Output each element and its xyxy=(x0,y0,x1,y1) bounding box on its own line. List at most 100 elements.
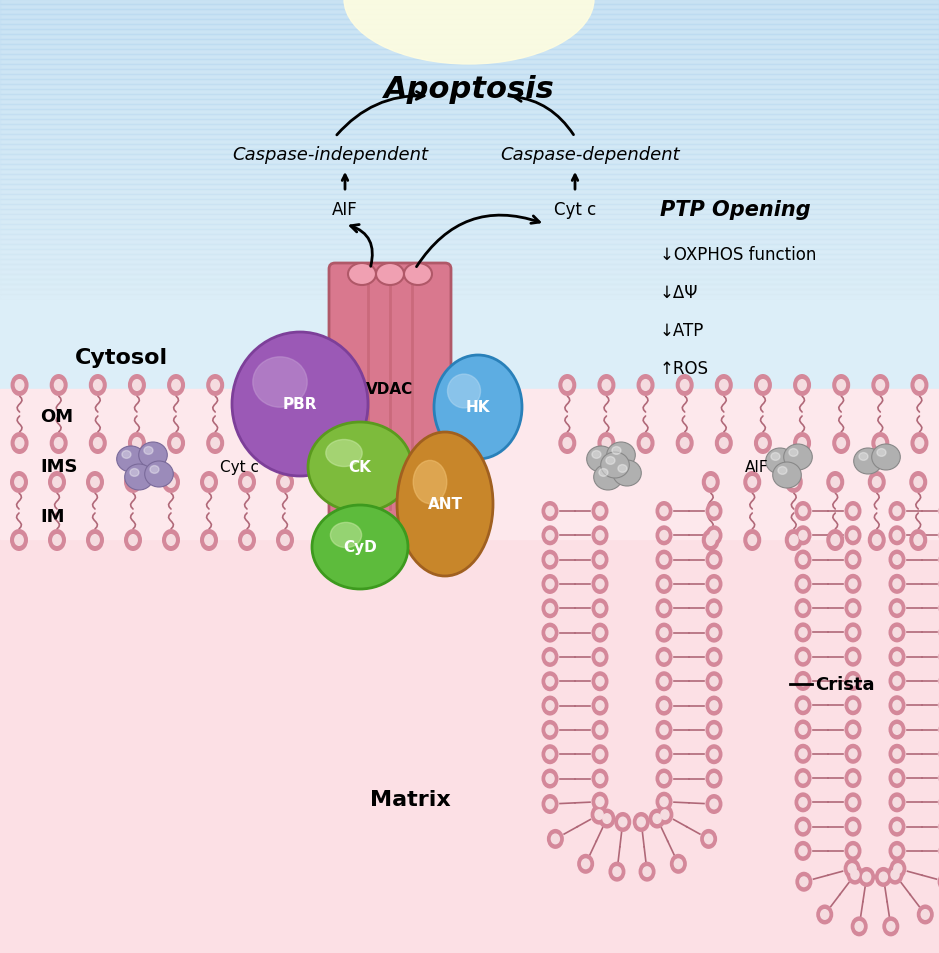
Ellipse shape xyxy=(245,375,263,396)
Ellipse shape xyxy=(747,535,757,546)
Ellipse shape xyxy=(794,575,811,595)
Ellipse shape xyxy=(888,647,905,667)
Ellipse shape xyxy=(54,379,64,392)
Ellipse shape xyxy=(597,433,615,455)
Ellipse shape xyxy=(848,627,857,639)
Ellipse shape xyxy=(14,535,24,546)
Ellipse shape xyxy=(844,793,861,813)
Ellipse shape xyxy=(116,447,146,473)
Ellipse shape xyxy=(715,433,732,455)
Ellipse shape xyxy=(877,449,886,456)
Ellipse shape xyxy=(613,460,641,486)
Ellipse shape xyxy=(166,476,176,489)
Ellipse shape xyxy=(660,809,670,821)
Ellipse shape xyxy=(909,530,927,552)
Ellipse shape xyxy=(744,472,762,494)
Ellipse shape xyxy=(542,575,559,595)
Ellipse shape xyxy=(250,379,259,392)
Ellipse shape xyxy=(875,437,885,450)
Ellipse shape xyxy=(601,453,629,478)
Ellipse shape xyxy=(798,627,808,639)
Ellipse shape xyxy=(659,724,669,736)
FancyBboxPatch shape xyxy=(0,250,939,255)
Ellipse shape xyxy=(719,437,729,450)
Text: Caspase-dependent: Caspase-dependent xyxy=(500,146,680,164)
Ellipse shape xyxy=(587,447,615,473)
Ellipse shape xyxy=(744,530,762,552)
Ellipse shape xyxy=(542,501,559,521)
FancyBboxPatch shape xyxy=(0,254,939,260)
Ellipse shape xyxy=(794,768,811,788)
Ellipse shape xyxy=(655,769,672,789)
Ellipse shape xyxy=(670,854,686,874)
Ellipse shape xyxy=(771,453,780,461)
FancyBboxPatch shape xyxy=(0,179,939,185)
Text: ↑ROS: ↑ROS xyxy=(660,359,709,377)
Ellipse shape xyxy=(798,700,808,711)
Ellipse shape xyxy=(592,575,608,595)
Ellipse shape xyxy=(777,467,787,475)
Ellipse shape xyxy=(705,647,722,667)
Ellipse shape xyxy=(886,921,896,932)
Ellipse shape xyxy=(915,437,924,450)
FancyBboxPatch shape xyxy=(0,139,939,145)
Ellipse shape xyxy=(892,555,901,565)
Ellipse shape xyxy=(797,379,807,392)
Ellipse shape xyxy=(546,530,555,541)
Ellipse shape xyxy=(920,909,930,920)
Ellipse shape xyxy=(344,0,594,65)
Ellipse shape xyxy=(592,598,608,618)
Ellipse shape xyxy=(253,357,307,408)
Ellipse shape xyxy=(719,379,729,392)
Ellipse shape xyxy=(434,355,522,459)
Ellipse shape xyxy=(892,773,901,783)
Ellipse shape xyxy=(595,773,605,784)
Ellipse shape xyxy=(794,647,811,667)
Ellipse shape xyxy=(130,469,139,476)
Ellipse shape xyxy=(875,867,892,887)
Ellipse shape xyxy=(592,769,608,789)
Ellipse shape xyxy=(794,720,811,740)
Ellipse shape xyxy=(167,375,185,396)
Ellipse shape xyxy=(705,526,722,546)
Ellipse shape xyxy=(705,501,722,521)
Ellipse shape xyxy=(542,550,559,570)
Ellipse shape xyxy=(676,433,694,455)
Ellipse shape xyxy=(128,476,138,489)
Ellipse shape xyxy=(595,506,605,517)
Ellipse shape xyxy=(308,422,412,513)
Ellipse shape xyxy=(655,792,672,812)
Ellipse shape xyxy=(659,578,669,590)
Ellipse shape xyxy=(655,501,672,521)
Ellipse shape xyxy=(546,773,555,784)
FancyArrowPatch shape xyxy=(350,225,373,267)
FancyBboxPatch shape xyxy=(0,259,939,265)
Ellipse shape xyxy=(680,437,689,450)
Ellipse shape xyxy=(595,627,605,639)
Ellipse shape xyxy=(888,526,905,546)
Ellipse shape xyxy=(844,817,861,837)
FancyBboxPatch shape xyxy=(0,105,939,111)
FancyBboxPatch shape xyxy=(0,225,939,230)
Ellipse shape xyxy=(171,437,181,450)
Ellipse shape xyxy=(888,768,905,788)
Ellipse shape xyxy=(642,866,652,877)
Ellipse shape xyxy=(715,375,732,396)
Ellipse shape xyxy=(204,476,214,489)
Ellipse shape xyxy=(848,506,857,517)
Ellipse shape xyxy=(798,652,808,662)
Ellipse shape xyxy=(784,444,812,471)
Ellipse shape xyxy=(892,603,901,614)
Ellipse shape xyxy=(655,550,672,570)
Ellipse shape xyxy=(862,872,871,882)
Ellipse shape xyxy=(612,866,622,877)
Ellipse shape xyxy=(844,696,861,716)
Ellipse shape xyxy=(848,845,857,857)
Ellipse shape xyxy=(655,575,672,595)
Ellipse shape xyxy=(798,555,808,565)
Ellipse shape xyxy=(892,797,901,808)
Ellipse shape xyxy=(167,433,185,455)
Ellipse shape xyxy=(754,433,772,455)
Ellipse shape xyxy=(546,603,555,614)
Ellipse shape xyxy=(546,652,555,662)
